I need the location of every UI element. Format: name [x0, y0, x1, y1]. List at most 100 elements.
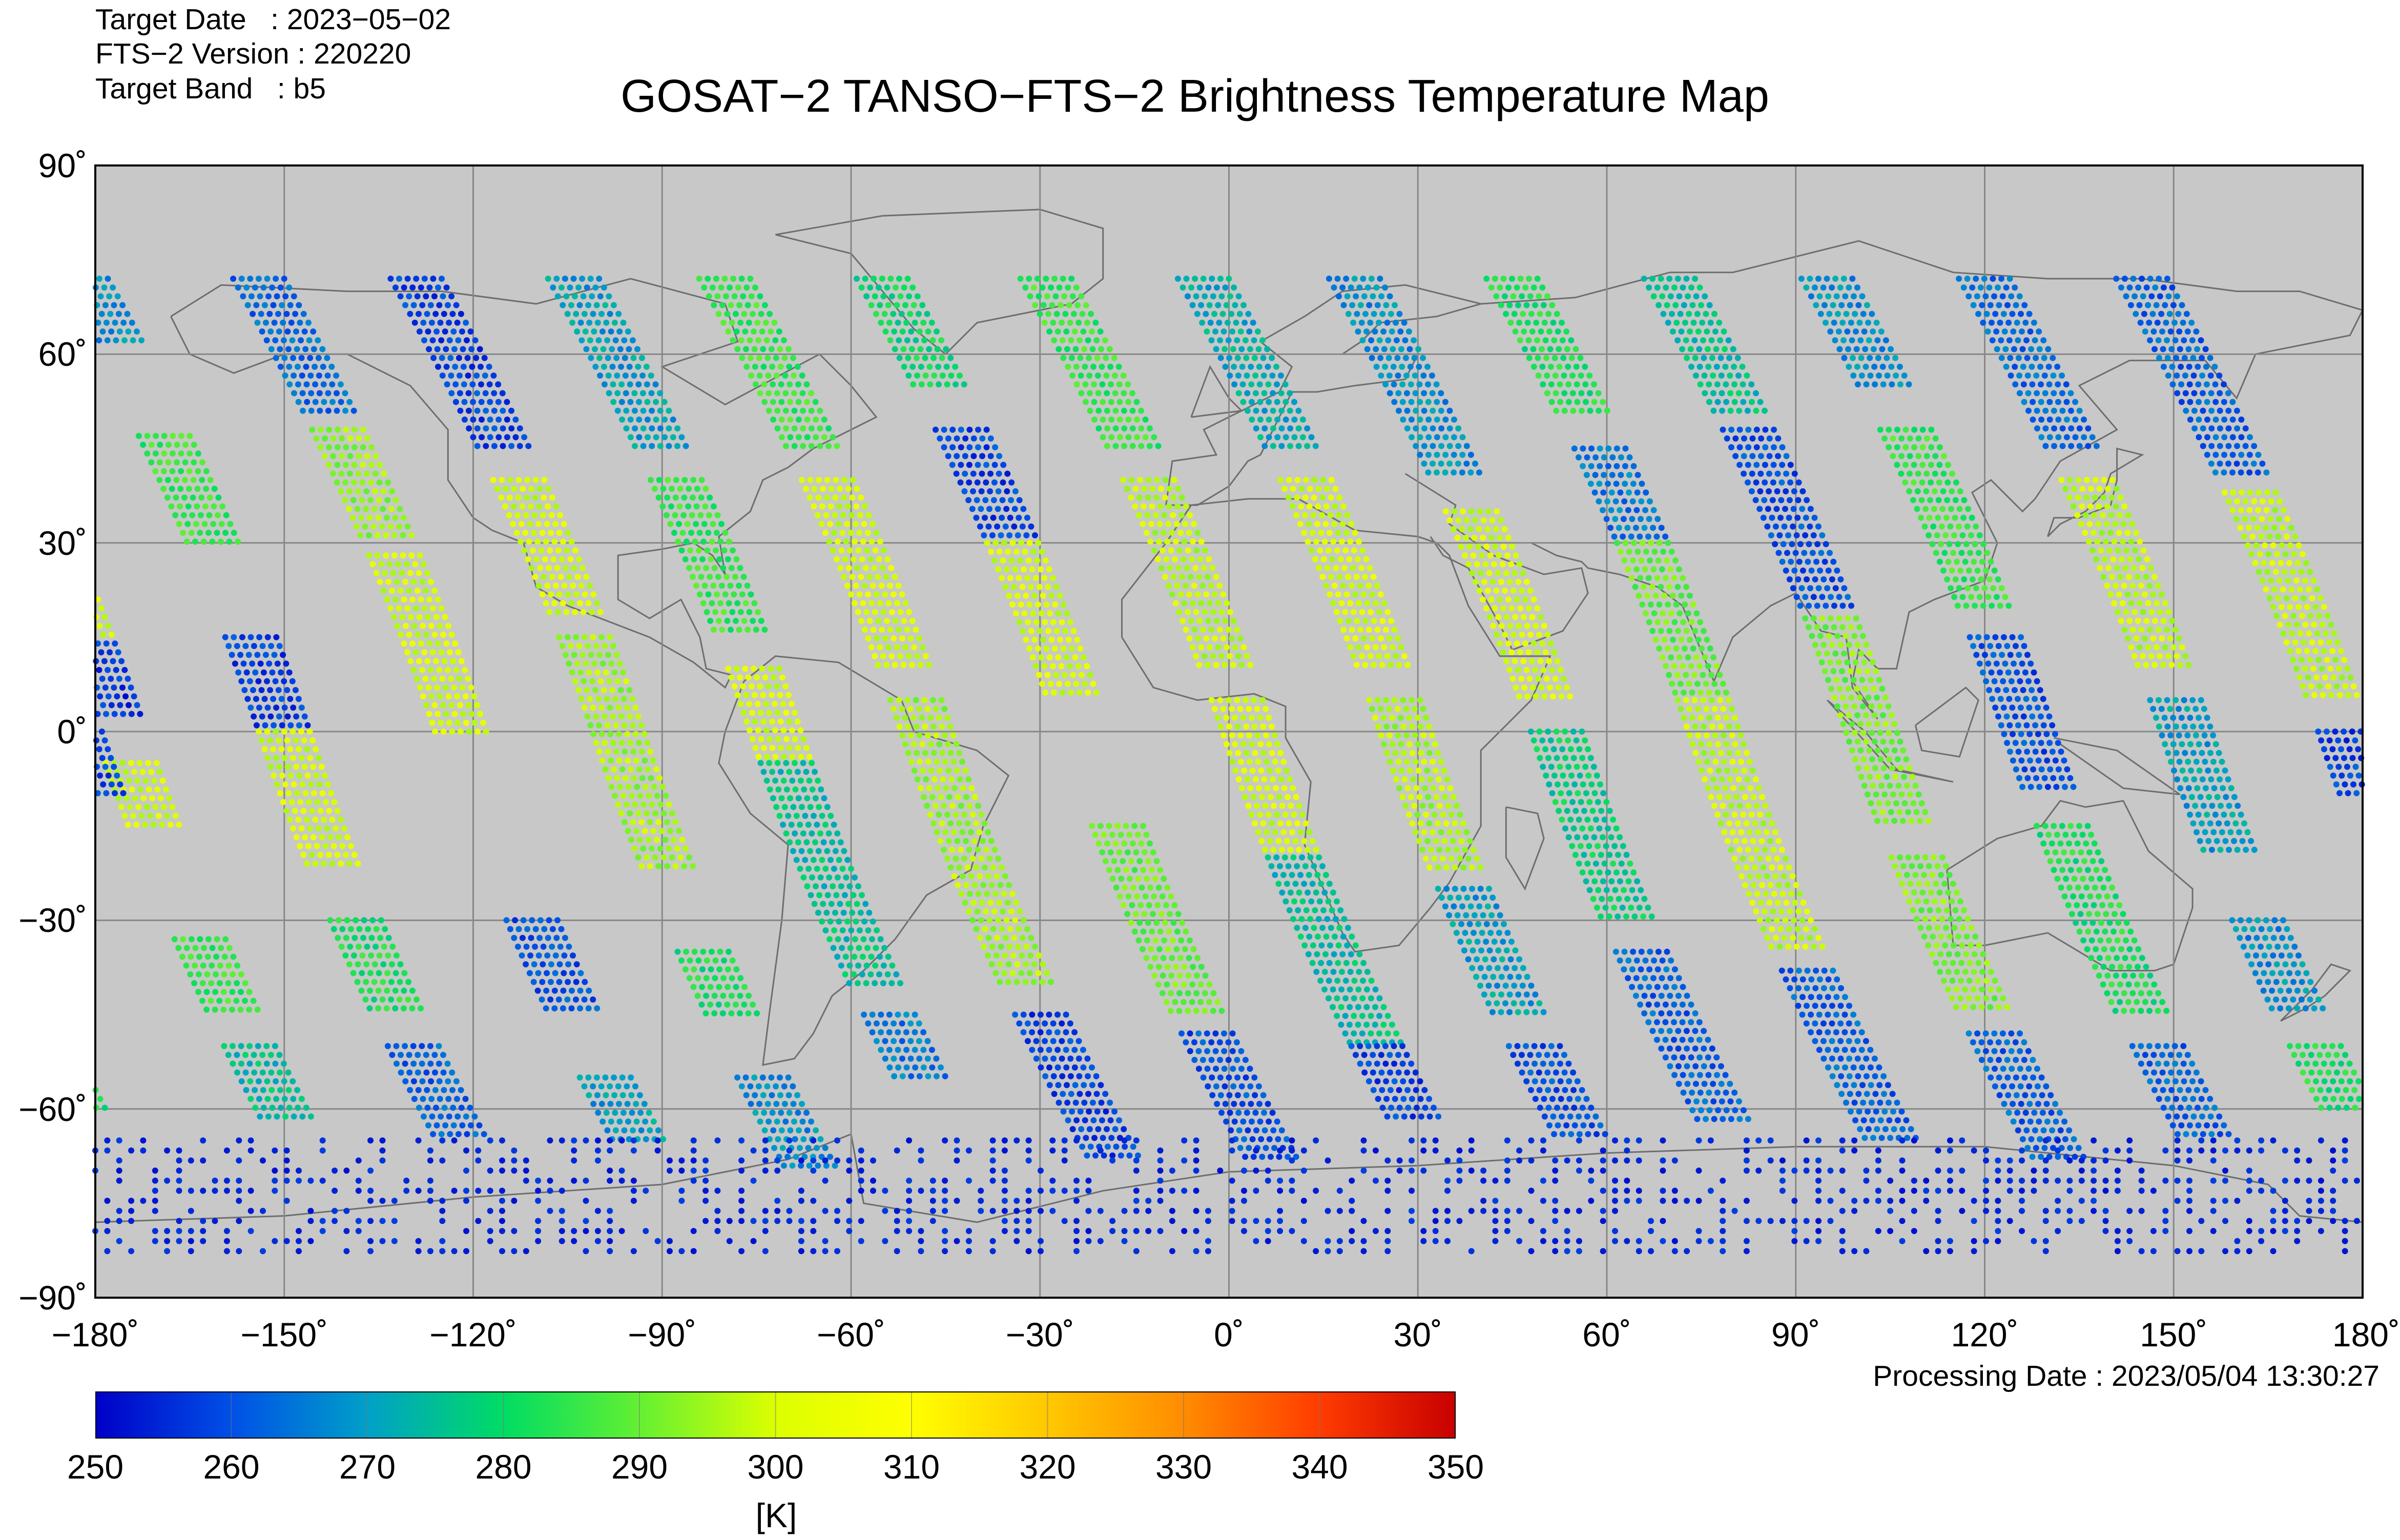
observation-point [809, 830, 815, 837]
observation-point [573, 310, 580, 317]
observation-point [1298, 503, 1305, 510]
observation-point [859, 556, 865, 563]
observation-point [1218, 1008, 1225, 1014]
observation-point [290, 704, 297, 711]
observation-point [427, 1043, 433, 1049]
observation-point [635, 381, 642, 388]
observation-point [808, 425, 815, 432]
observation-point [1018, 970, 1025, 976]
observation-point [114, 693, 120, 700]
observation-point [1298, 915, 1305, 922]
observation-point [983, 444, 990, 450]
observation-point [1256, 363, 1263, 370]
observation-point [855, 609, 861, 615]
observation-point [1114, 867, 1121, 873]
observation-point [519, 934, 526, 941]
observation-point [344, 917, 350, 924]
observation-point [1492, 921, 1499, 927]
observation-point [1389, 328, 1395, 335]
observation-point [827, 521, 833, 527]
observation-point [380, 961, 387, 968]
observation-point [1243, 723, 1250, 730]
observation-point [561, 952, 568, 959]
observation-point [477, 346, 483, 352]
observation-point [1044, 672, 1051, 678]
observation-point [1335, 591, 1341, 598]
observation-point [270, 746, 277, 753]
observation-point [1354, 310, 1360, 317]
observation-point [274, 1113, 280, 1120]
observation-point [403, 622, 409, 629]
observation-point [308, 390, 315, 397]
observation-point [1253, 425, 1259, 432]
observation-point [444, 381, 450, 388]
observation-point [695, 975, 701, 982]
observation-point [128, 711, 135, 717]
observation-point [1046, 1064, 1052, 1071]
observation-point [436, 1060, 442, 1067]
observation-point [380, 588, 387, 594]
observation-point [1223, 715, 1230, 721]
observation-point [1044, 293, 1050, 300]
observation-point [390, 614, 397, 620]
observation-point [1286, 476, 1292, 483]
observation-point [581, 310, 588, 317]
observation-point [901, 363, 907, 370]
observation-point [1109, 831, 1115, 838]
observation-point [728, 1010, 735, 1016]
observation-point [214, 936, 220, 943]
observation-point [1269, 776, 1276, 783]
observation-point [1240, 715, 1247, 721]
observation-point [998, 943, 1004, 950]
observation-point [1368, 995, 1374, 1002]
observation-point [772, 727, 778, 734]
observation-point [1259, 1154, 1266, 1160]
observation-point [1206, 998, 1212, 1005]
observation-point [1375, 1096, 1381, 1102]
observation-point [373, 943, 379, 950]
observation-point [1168, 547, 1174, 554]
observation-point [687, 957, 693, 964]
observation-point [821, 883, 827, 889]
observation-point [1024, 575, 1031, 581]
observation-point [724, 310, 731, 317]
observation-point [1340, 627, 1347, 633]
observation-point [1211, 310, 1217, 317]
observation-point [649, 425, 655, 432]
observation-point [812, 795, 819, 802]
observation-point [1202, 609, 1208, 615]
observation-point [200, 962, 206, 969]
observation-point [1418, 776, 1425, 783]
observation-point [1316, 565, 1322, 571]
observation-point [632, 425, 638, 432]
observation-point [659, 503, 666, 510]
observation-point [1374, 1078, 1381, 1085]
observation-point [96, 667, 102, 673]
observation-point [1282, 417, 1289, 423]
observation-point [1082, 381, 1089, 388]
observation-point [1094, 355, 1101, 361]
observation-point [1380, 1004, 1387, 1010]
observation-point [1036, 952, 1042, 959]
observation-point [354, 979, 361, 985]
observation-point [226, 538, 233, 545]
observation-point [125, 821, 131, 828]
observation-point [805, 821, 812, 828]
observation-point [264, 276, 271, 282]
observation-point [415, 1087, 422, 1093]
observation-point [1029, 566, 1036, 573]
observation-point [761, 381, 768, 388]
observation-point [785, 1074, 792, 1081]
observation-point [971, 882, 978, 888]
observation-point [1321, 538, 1328, 545]
observation-point [928, 767, 935, 774]
observation-point [637, 793, 644, 799]
observation-point [1232, 644, 1238, 651]
observation-point [1264, 829, 1270, 836]
observation-point [487, 417, 493, 423]
observation-point [1391, 1060, 1397, 1067]
observation-point [334, 462, 341, 468]
observation-point [708, 948, 715, 955]
observation-point [1442, 794, 1449, 800]
observation-point [1121, 390, 1127, 397]
